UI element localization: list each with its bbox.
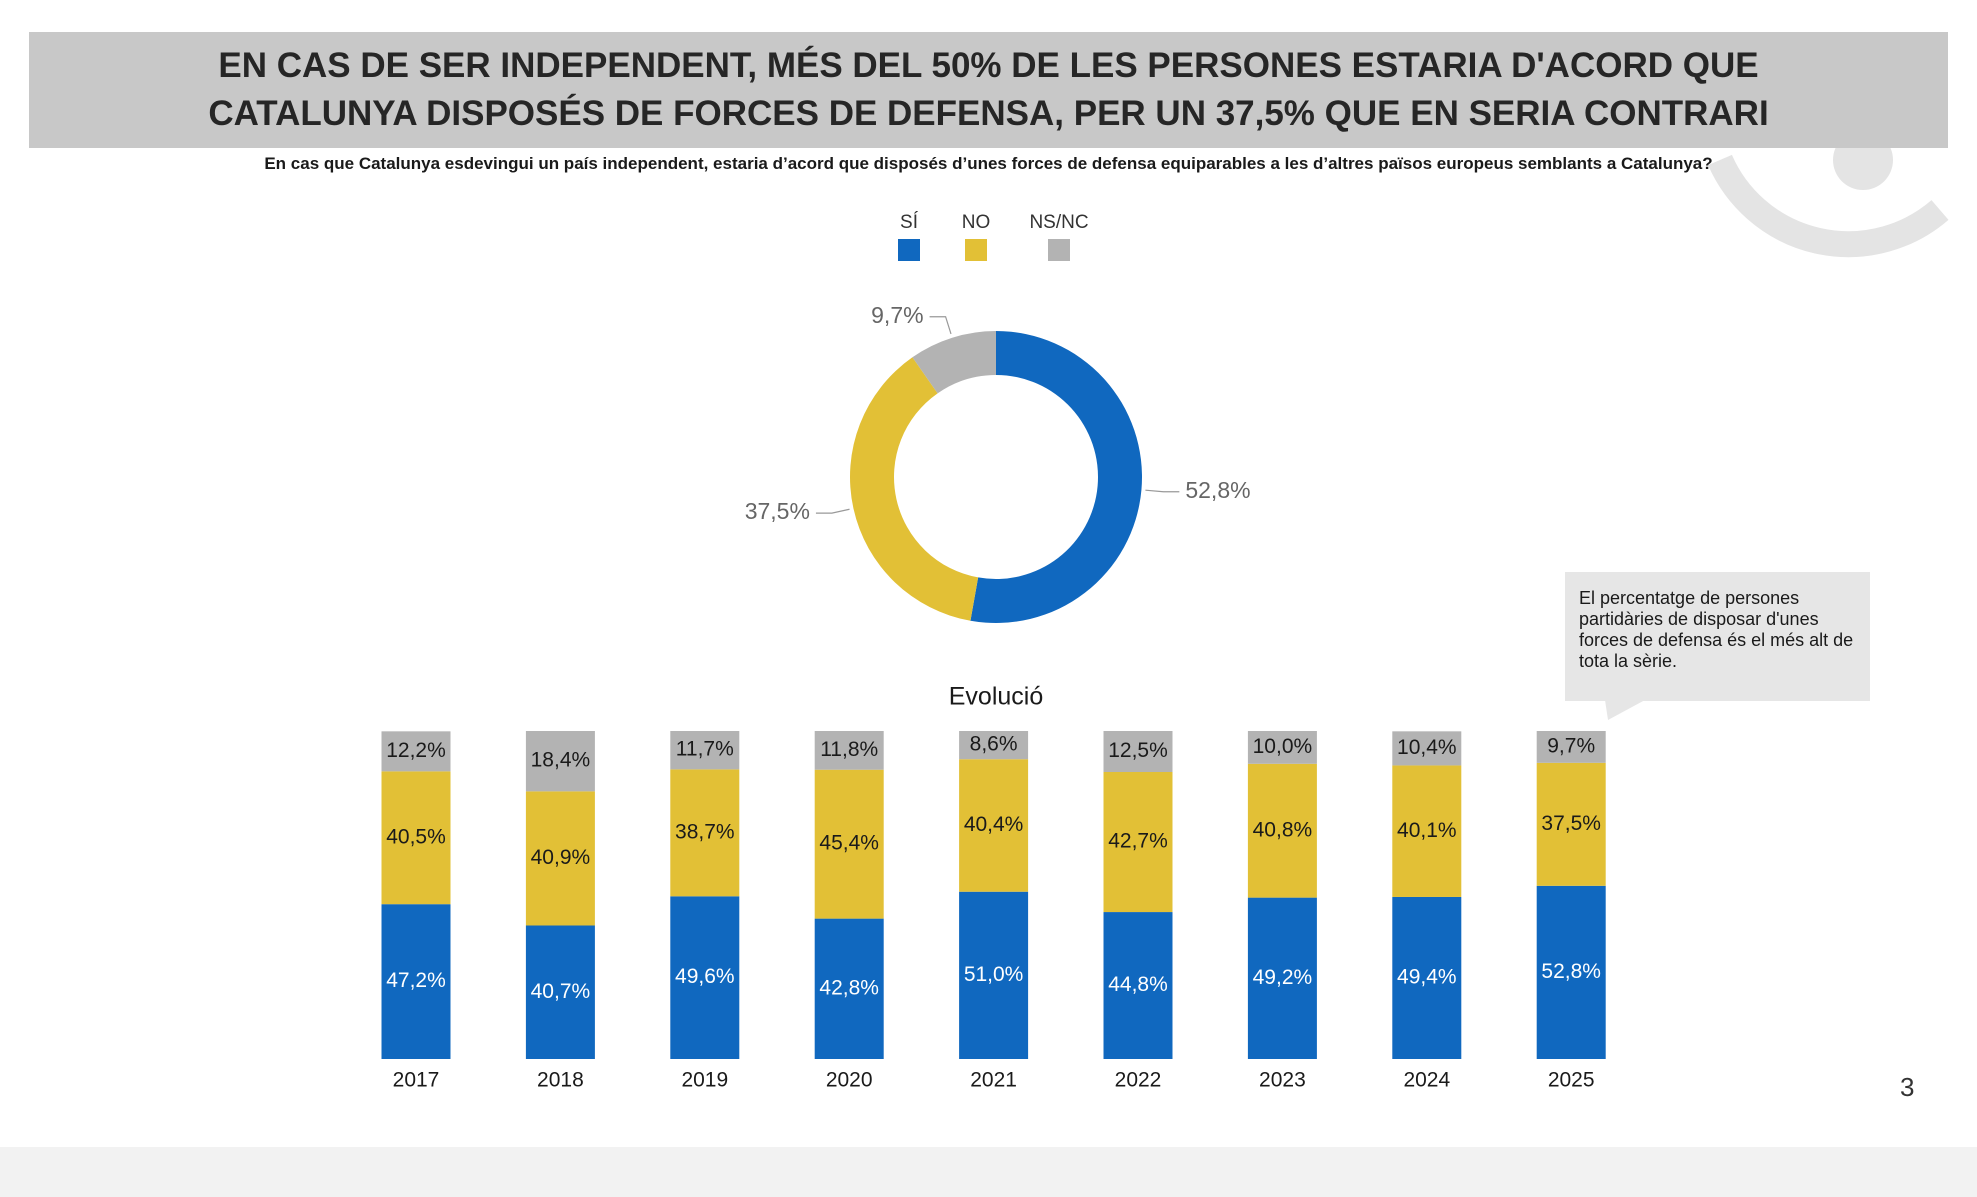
callout: El percentatge de persones partidàries d… <box>1565 572 1870 701</box>
x-tick-label: 2017 <box>393 1069 440 1092</box>
data-label: 40,4% <box>964 813 1024 836</box>
legend-swatch <box>1048 239 1070 261</box>
data-label: 10,4% <box>1397 736 1457 759</box>
legend-swatch <box>965 239 987 261</box>
bar-segment <box>525 925 595 1059</box>
bar-segment <box>959 731 1029 760</box>
title: EN CAS DE SER INDEPENDENT, MÉS DEL 50% D… <box>208 46 1769 133</box>
data-label: 40,7% <box>531 980 591 1003</box>
x-tick-label: 2025 <box>1548 1069 1595 1092</box>
data-label: 42,7% <box>1108 830 1168 853</box>
bar-segment <box>1392 896 1462 1059</box>
x-tick-label: 2021 <box>970 1069 1017 1092</box>
bar-segment <box>1103 731 1173 772</box>
data-label: 52,8% <box>1185 477 1250 503</box>
data-label: 11,8% <box>820 738 878 761</box>
bar-segment <box>1103 912 1173 1059</box>
bar-segment <box>959 891 1029 1059</box>
leader-line <box>815 508 850 514</box>
data-label: 8,6% <box>970 733 1018 756</box>
data-label: 52,8% <box>1541 960 1601 983</box>
bar-segment <box>814 918 884 1059</box>
bar-segment <box>381 731 451 772</box>
leader-line <box>1145 489 1180 493</box>
data-label: 40,8% <box>1253 818 1313 841</box>
bar-segment <box>670 896 740 1059</box>
bar-segment <box>670 769 740 897</box>
data-label: 51,0% <box>964 963 1024 986</box>
data-label: 40,9% <box>531 846 591 869</box>
bar-segment <box>814 769 884 919</box>
bar-segment <box>814 731 884 770</box>
page-number: 3 <box>1900 1072 1915 1102</box>
leader-line <box>929 316 952 335</box>
bar-segment <box>381 904 451 1059</box>
chart-title: Evolució <box>949 683 1044 711</box>
data-label: 40,1% <box>1397 819 1457 842</box>
bar-segment <box>381 771 451 905</box>
legend-label: NO <box>962 212 991 233</box>
data-label: 40,5% <box>386 825 446 848</box>
data-label: 38,7% <box>675 820 735 843</box>
data-label: 37,5% <box>745 498 810 524</box>
bar-segment <box>1247 897 1317 1059</box>
data-label: 42,8% <box>819 976 879 999</box>
bar-segment <box>525 731 595 792</box>
title-banner: EN CAS DE SER INDEPENDENT, MÉS DEL 50% D… <box>29 32 1948 148</box>
bar-segment <box>525 791 595 926</box>
decor-arc <box>1708 154 1949 258</box>
data-label: 44,8% <box>1108 973 1168 996</box>
legend-label: NS/NC <box>1029 212 1088 233</box>
data-label: 18,4% <box>531 749 591 772</box>
bar-segment <box>1392 765 1462 897</box>
data-label: 10,0% <box>1253 735 1313 758</box>
donut-slice <box>970 331 1143 624</box>
bar-segment <box>1247 763 1317 898</box>
donut-slice <box>912 331 996 394</box>
bar-segment <box>1536 885 1606 1059</box>
bar-segment <box>670 731 740 770</box>
data-label: 37,5% <box>1541 812 1601 835</box>
bar-segment <box>1536 762 1606 886</box>
bar-segment <box>959 759 1029 892</box>
data-label: 9,7% <box>1547 734 1595 757</box>
bar-segment <box>1247 731 1317 764</box>
donut-slice <box>850 357 979 621</box>
x-tick-label: 2019 <box>681 1069 728 1092</box>
footer-strip <box>0 1147 1977 1197</box>
x-tick-label: 2023 <box>1259 1069 1306 1092</box>
data-label: 9,7% <box>871 302 923 328</box>
bar-segment <box>1536 731 1606 763</box>
data-label: 11,7% <box>676 738 734 761</box>
subtitle: En cas que Catalunya esdevingui un país … <box>264 154 1713 173</box>
data-label: 45,4% <box>819 832 879 855</box>
x-tick-label: 2020 <box>826 1069 873 1092</box>
data-label: 49,6% <box>675 965 735 988</box>
x-tick-label: 2024 <box>1403 1069 1450 1092</box>
bar-segment <box>1392 731 1462 766</box>
data-label: 49,2% <box>1253 966 1313 989</box>
data-label: 12,5% <box>1108 739 1168 762</box>
data-label: 49,4% <box>1397 966 1457 989</box>
x-tick-label: 2018 <box>537 1069 584 1092</box>
legend-label: SÍ <box>900 212 919 233</box>
bar-segment <box>1103 772 1173 913</box>
data-label: 12,2% <box>386 739 446 762</box>
x-tick-label: 2022 <box>1115 1069 1162 1092</box>
legend-swatch <box>898 239 920 261</box>
data-label: 47,2% <box>386 969 446 992</box>
